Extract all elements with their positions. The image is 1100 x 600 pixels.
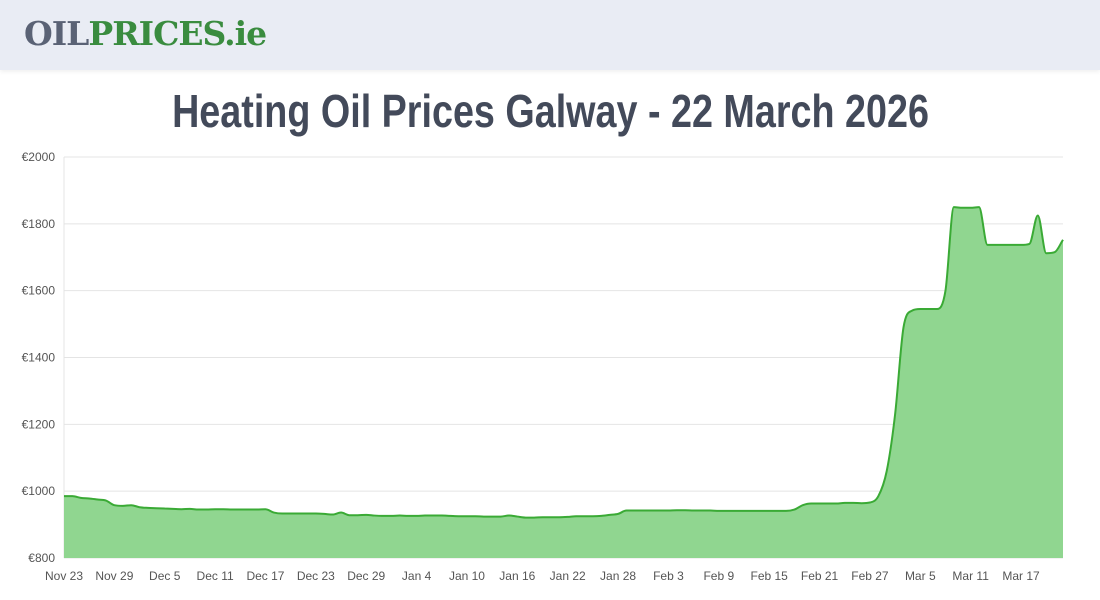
y-tick-label: €1400 <box>22 351 56 365</box>
x-tick-label: Jan 10 <box>449 569 485 583</box>
x-tick-label: Jan 28 <box>600 569 636 583</box>
x-tick-label: Mar 17 <box>1002 569 1040 583</box>
price-area <box>64 207 1063 558</box>
x-tick-label: Mar 5 <box>905 569 936 583</box>
x-tick-label: Feb 9 <box>703 569 734 583</box>
x-tick-label: Feb 3 <box>653 569 684 583</box>
x-tick-label: Dec 17 <box>246 569 284 583</box>
y-tick-label: €2000 <box>22 150 56 164</box>
x-tick-label: Nov 29 <box>95 569 133 583</box>
y-tick-label: €1600 <box>22 284 56 298</box>
x-tick-label: Jan 4 <box>402 569 432 583</box>
x-tick-label: Mar 11 <box>952 569 989 583</box>
y-tick-label: €1800 <box>22 217 56 231</box>
y-tick-label: €1000 <box>22 484 56 498</box>
x-tick-label: Dec 5 <box>149 569 181 583</box>
x-tick-label: Dec 23 <box>297 569 335 583</box>
x-tick-label: Feb 27 <box>851 569 889 583</box>
x-tick-label: Jan 22 <box>550 569 586 583</box>
y-tick-label: €800 <box>28 551 55 565</box>
x-tick-label: Feb 15 <box>750 569 788 583</box>
x-tick-label: Dec 11 <box>197 569 234 583</box>
site-header: OILPRICES.ie <box>0 0 1100 70</box>
price-line <box>64 206 1064 519</box>
y-tick-label: €1200 <box>22 417 56 431</box>
x-tick-label: Jan 16 <box>499 569 535 583</box>
x-tick-label: Dec 29 <box>347 569 385 583</box>
page-title: Heating Oil Prices Galway - 22 March 202… <box>171 85 929 137</box>
site-logo[interactable]: OILPRICES.ie <box>24 14 267 53</box>
x-tick-label: Feb 21 <box>801 569 839 583</box>
x-tick-label: Nov 23 <box>45 569 83 583</box>
